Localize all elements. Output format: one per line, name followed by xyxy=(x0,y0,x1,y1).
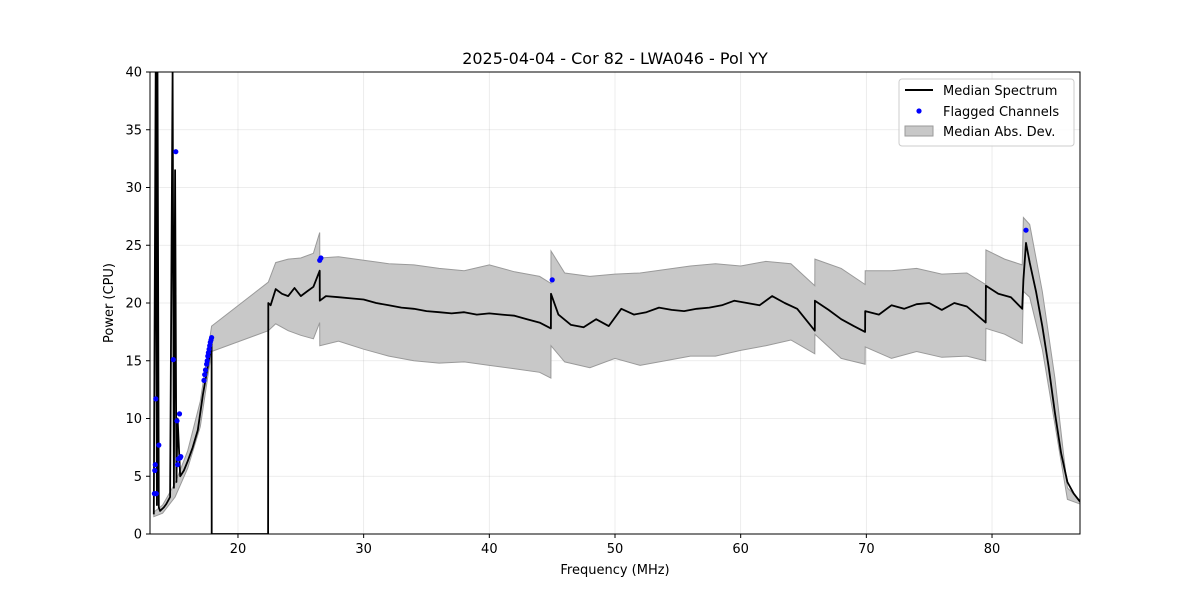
flagged-channel-point xyxy=(209,335,215,341)
y-axis-label: Power (CPU) xyxy=(102,263,117,343)
flagged-channel-point xyxy=(153,491,159,497)
x-tick-label: 20 xyxy=(230,542,247,557)
flagged-channel-point xyxy=(202,372,208,378)
x-tick-label: 60 xyxy=(732,542,749,557)
legend-box xyxy=(898,78,1075,147)
x-tick-label: 50 xyxy=(607,542,624,557)
legend-label-mad: Median Abs. Dev. xyxy=(943,125,1055,140)
flagged-channel-point xyxy=(176,411,183,417)
y-tick-label: 15 xyxy=(125,354,142,369)
y-tick-label: 5 xyxy=(134,470,142,485)
flagged-channel-point xyxy=(549,277,555,283)
flagged-channels-markers xyxy=(151,149,1029,497)
y-tick-label: 10 xyxy=(125,412,142,427)
legend-label-median: Median Spectrum xyxy=(943,84,1057,99)
y-axis-ticks: 0 5 10 15 20 25 30 35 40 xyxy=(125,66,150,543)
flagged-channel-point xyxy=(170,357,176,363)
mad-band-area xyxy=(153,216,1080,518)
flagged-channel-point xyxy=(204,358,210,364)
legend: Median Spectrum Flagged Channels Median … xyxy=(898,78,1075,147)
x-tick-label: 70 xyxy=(858,542,875,557)
y-tick-label: 30 xyxy=(125,181,142,196)
flagged-channel-point xyxy=(156,442,162,448)
median-abs-dev-band xyxy=(153,216,1080,518)
y-tick-label: 25 xyxy=(125,239,142,254)
flagged-channel-point xyxy=(318,255,324,261)
y-tick-label: 40 xyxy=(125,66,142,81)
flagged-channel-point xyxy=(174,418,180,424)
flagged-channel-point xyxy=(152,467,158,474)
chart-title: 2025-04-04 - Cor 82 - LWA046 - Pol YY xyxy=(462,49,768,68)
legend-marker-swatch xyxy=(916,108,922,114)
x-tick-label: 30 xyxy=(355,542,372,557)
y-tick-label: 0 xyxy=(134,528,142,543)
flagged-channel-point xyxy=(202,367,209,373)
flagged-channel-point xyxy=(152,462,158,468)
flagged-channel-point xyxy=(1023,227,1029,233)
x-axis-ticks: 20 30 40 50 60 70 80 xyxy=(230,534,1001,557)
x-tick-label: 80 xyxy=(984,542,1001,557)
flagged-channel-point xyxy=(175,462,181,468)
x-tick-label: 40 xyxy=(481,542,498,557)
y-tick-label: 20 xyxy=(125,297,142,312)
legend-label-flagged: Flagged Channels xyxy=(943,105,1059,120)
x-axis-label: Frequency (MHz) xyxy=(560,563,669,578)
legend-patch-swatch xyxy=(904,125,934,137)
flagged-channel-point xyxy=(153,396,159,402)
flagged-channel-point xyxy=(178,454,184,460)
flagged-channel-point xyxy=(173,149,179,155)
median-spectrum-path xyxy=(152,72,1080,534)
flagged-channel-point xyxy=(201,377,207,383)
median-spectrum-line xyxy=(152,72,1080,534)
y-tick-label: 35 xyxy=(125,123,142,138)
